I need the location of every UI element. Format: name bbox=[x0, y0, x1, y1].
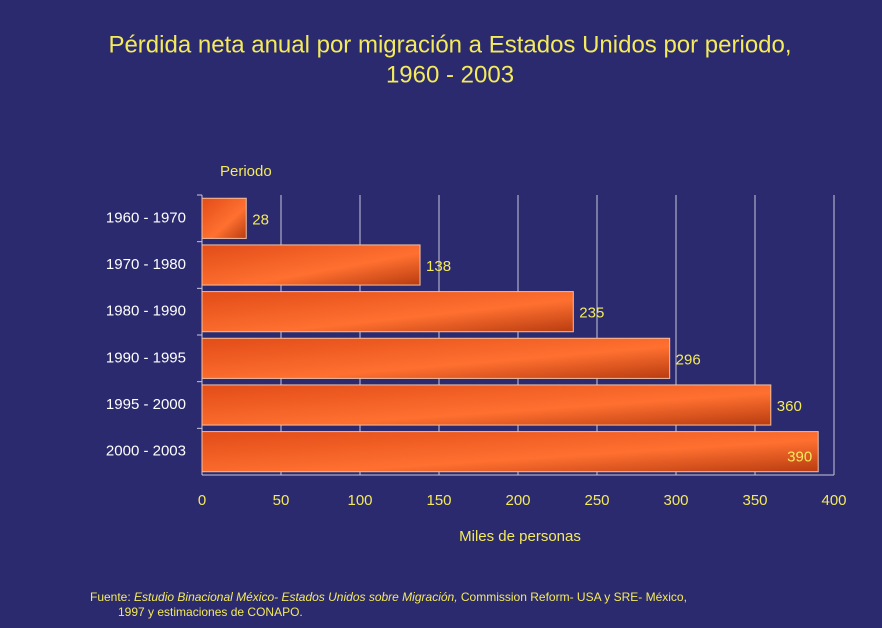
chart-title: Pérdida neta anual por migración a Estad… bbox=[108, 31, 791, 58]
bar bbox=[202, 338, 670, 378]
value-label: 360 bbox=[777, 398, 802, 415]
bar bbox=[202, 198, 246, 238]
chart: Pérdida neta anual por migración a Estad… bbox=[0, 0, 882, 628]
y-tick-label: 1980 - 1990 bbox=[106, 303, 186, 320]
x-tick-label: 250 bbox=[584, 492, 609, 509]
y-tick-label: 2000 - 2003 bbox=[106, 443, 186, 460]
source-text: Commission Reform- USA y SRE- México, bbox=[461, 590, 687, 604]
source: Fuente: Estudio Binacional México- Estad… bbox=[90, 590, 687, 604]
x-tick-label: 150 bbox=[426, 492, 451, 509]
x-tick-label: 200 bbox=[505, 492, 530, 509]
value-label: 28 bbox=[252, 211, 269, 228]
y-tick-label: 1960 - 1970 bbox=[106, 209, 186, 226]
value-label: 296 bbox=[676, 351, 701, 368]
x-tick-label: 350 bbox=[742, 492, 767, 509]
bar bbox=[202, 292, 573, 332]
source-title: Estudio Binacional México- Estados Unido… bbox=[134, 590, 458, 604]
y-tick-label: 1990 - 1995 bbox=[106, 349, 186, 366]
y-tick-label: 1995 - 2000 bbox=[106, 396, 186, 413]
value-label: 390 bbox=[787, 449, 812, 466]
value-label: 235 bbox=[579, 305, 604, 322]
bar bbox=[202, 432, 818, 472]
value-label: 138 bbox=[426, 258, 451, 275]
x-tick-label: 100 bbox=[347, 492, 372, 509]
source-label: Fuente: bbox=[90, 590, 131, 604]
x-tick-label: 50 bbox=[273, 492, 290, 509]
source-line-2: 1997 y estimaciones de CONAPO. bbox=[118, 605, 303, 619]
x-tick-label: 300 bbox=[663, 492, 688, 509]
chart-subtitle: 1960 - 2003 bbox=[386, 61, 514, 88]
bar bbox=[202, 245, 420, 285]
x-tick-label: 400 bbox=[821, 492, 846, 509]
bar bbox=[202, 385, 771, 425]
y-axis-label: Periodo bbox=[220, 163, 272, 180]
x-axis-label: Miles de personas bbox=[459, 528, 581, 545]
y-tick-label: 1970 - 1980 bbox=[106, 256, 186, 273]
x-tick-label: 0 bbox=[198, 492, 206, 509]
